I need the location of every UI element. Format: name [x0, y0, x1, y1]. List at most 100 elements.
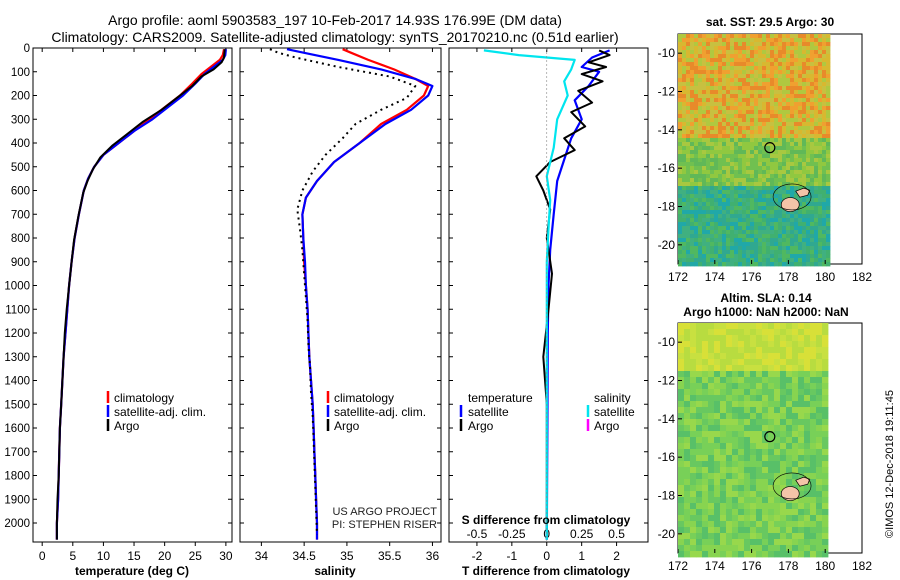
- map-cell: [694, 50, 699, 55]
- map-cell: [810, 46, 815, 51]
- map-cell: [706, 46, 711, 51]
- map-cell: [702, 254, 707, 259]
- map-cell: [754, 54, 759, 59]
- map-cell: [726, 38, 731, 43]
- map-cell: [718, 238, 723, 243]
- map-cell: [826, 186, 831, 191]
- map-cell: [792, 353, 799, 360]
- map-cell: [750, 425, 757, 432]
- map-cell: [730, 202, 735, 207]
- map-cell: [822, 182, 827, 187]
- map-cell: [678, 479, 685, 486]
- map-cell: [774, 50, 779, 55]
- map-cell: [722, 158, 727, 163]
- map-cell: [710, 122, 715, 127]
- map-cell: [792, 359, 799, 366]
- map-cell: [714, 533, 721, 540]
- map-cell: [758, 114, 763, 119]
- map-cell: [782, 230, 787, 235]
- map-cell: [686, 126, 691, 131]
- map-cell: [750, 347, 757, 354]
- map-cell: [690, 262, 695, 267]
- map-cell: [798, 234, 803, 239]
- map-cell: [750, 230, 755, 235]
- series-line-climatology: [301, 48, 430, 540]
- map-cell: [702, 186, 707, 191]
- map-cell: [750, 210, 755, 215]
- map-cell: [726, 347, 733, 354]
- map-cell: [722, 230, 727, 235]
- map-cell: [690, 130, 695, 135]
- map-cell: [714, 323, 721, 330]
- map-cell: [804, 407, 811, 414]
- map-cell: [814, 46, 819, 51]
- map-cell: [720, 521, 727, 528]
- map-cell: [762, 230, 767, 235]
- map-cell: [690, 485, 697, 492]
- map-cell: [732, 371, 739, 378]
- map-cell: [786, 323, 793, 330]
- map-cell: [706, 234, 711, 239]
- map-cell: [762, 335, 769, 342]
- map-cell: [714, 126, 719, 131]
- map-cell: [766, 86, 771, 91]
- map-cell: [826, 106, 831, 111]
- map-cell: [722, 242, 727, 247]
- map-cell: [774, 190, 779, 195]
- map-cell: [718, 206, 723, 211]
- map-cell: [758, 54, 763, 59]
- map-cell: [702, 527, 709, 534]
- map-cell: [684, 419, 691, 426]
- map-cell: [690, 202, 695, 207]
- map-cell: [738, 130, 743, 135]
- map-cell: [798, 186, 803, 191]
- map-cell: [726, 62, 731, 67]
- map-cell: [720, 401, 727, 408]
- map-cell: [690, 182, 695, 187]
- map-cell: [738, 222, 743, 227]
- map-cell: [684, 413, 691, 420]
- map-cell: [756, 413, 763, 420]
- map-cell: [758, 238, 763, 243]
- map-cell: [734, 194, 739, 199]
- map-cell: [806, 174, 811, 179]
- map-cell: [774, 94, 779, 99]
- map-cell: [762, 86, 767, 91]
- map-cell: [786, 250, 791, 255]
- map-cell: [774, 246, 779, 251]
- map-cell: [774, 437, 781, 444]
- map-cell: [826, 166, 831, 171]
- map-cell: [818, 50, 823, 55]
- map-cell: [826, 46, 831, 51]
- map-cell: [762, 509, 769, 516]
- map-cell: [726, 551, 733, 558]
- map-cell: [738, 70, 743, 75]
- map-cell: [730, 146, 735, 151]
- s-tick-label: -0.5: [467, 527, 488, 541]
- map-cell: [714, 509, 721, 516]
- difference-axes-frame: [448, 47, 649, 543]
- map-cell: [690, 118, 695, 123]
- map-cell: [726, 425, 733, 432]
- map-cell: [746, 42, 751, 47]
- map-cell: [714, 335, 721, 342]
- map-cell: [818, 86, 823, 91]
- map-cell: [810, 210, 815, 215]
- map-cell: [678, 238, 683, 243]
- map-cell: [766, 126, 771, 131]
- map-cell: [822, 190, 827, 195]
- map-cell: [698, 62, 703, 67]
- map-cell: [810, 437, 817, 444]
- map-cell: [718, 150, 723, 155]
- map-cell: [714, 62, 719, 67]
- map-cell: [768, 335, 775, 342]
- map-cell: [750, 262, 755, 267]
- map-cell: [730, 162, 735, 167]
- map-cell: [818, 106, 823, 111]
- map-cell: [750, 238, 755, 243]
- map-cell: [696, 437, 703, 444]
- map-cell: [734, 242, 739, 247]
- map-cell: [746, 250, 751, 255]
- map-cell: [782, 210, 787, 215]
- map-cell: [702, 126, 707, 131]
